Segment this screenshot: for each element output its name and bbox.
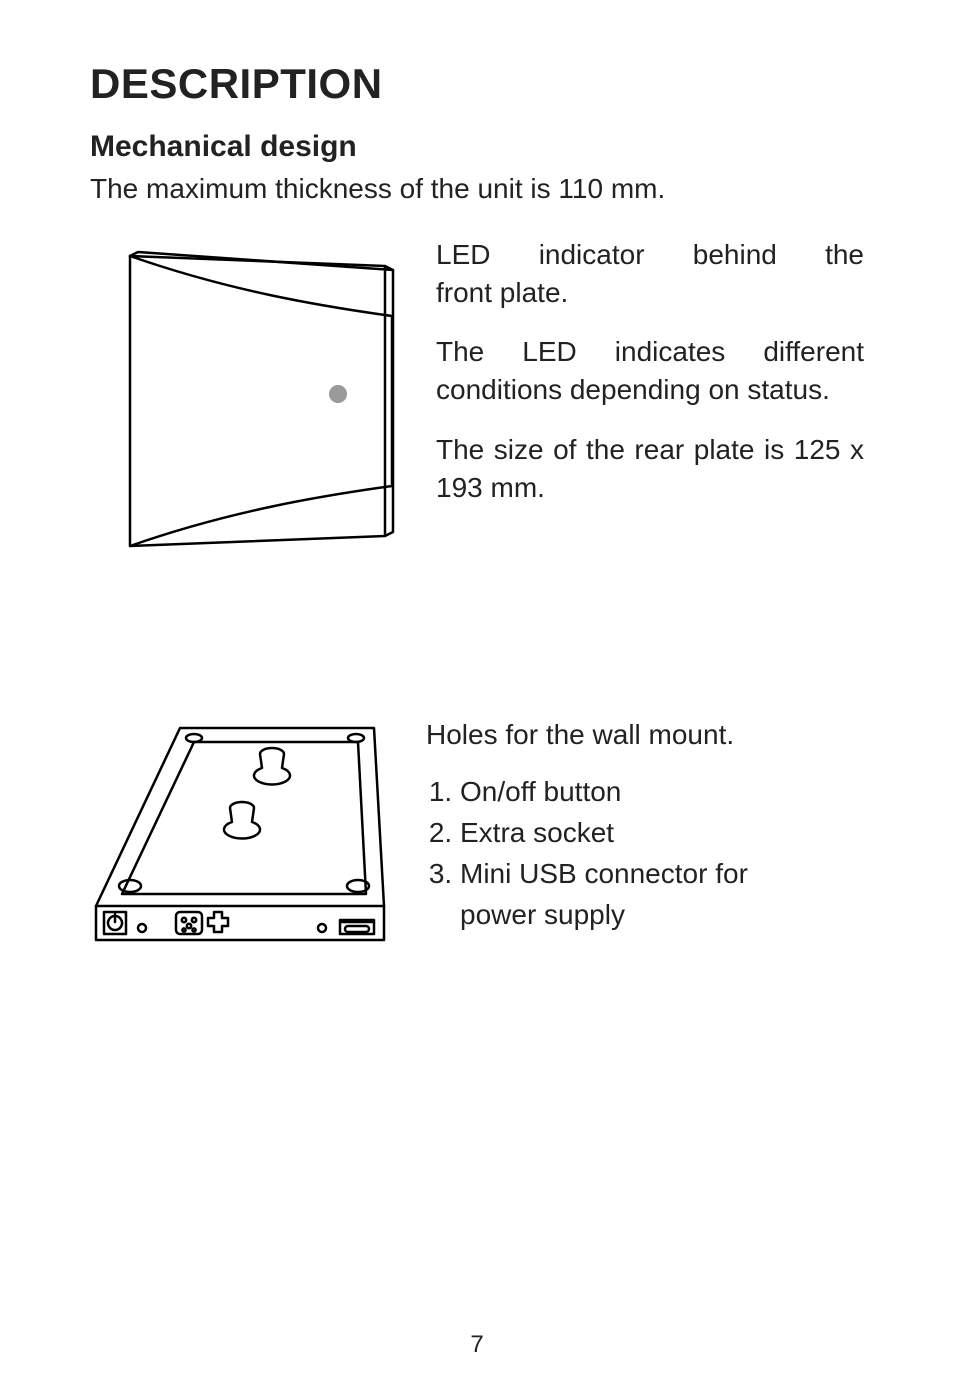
page-title: DESCRIPTION — [90, 60, 864, 108]
feature-list: On/off button Extra socket Mini USB conn… — [426, 772, 864, 894]
paragraph-led-status: The LED indicates different conditions d… — [436, 333, 864, 409]
bottom-row: Holes for the wall mount. On/off button … — [90, 716, 864, 946]
p1-line1: LED indicator behind the — [436, 236, 864, 274]
figure-rear-plate — [90, 716, 390, 946]
list-item: Mini USB connector for — [460, 854, 864, 893]
led-indicator-icon — [329, 385, 347, 403]
list-item: On/off button — [460, 772, 864, 811]
bottom-text-column: Holes for the wall mount. On/off button … — [426, 716, 864, 935]
p1-line2: front plate. — [436, 277, 568, 308]
top-text-column: LED indicator behind the front plate. Th… — [436, 236, 864, 529]
spacer — [90, 626, 864, 716]
document-page: DESCRIPTION Mechanical design The maximu… — [0, 0, 954, 1389]
intro-paragraph: The maximum thickness of the unit is 110… — [90, 170, 864, 208]
page-number: 7 — [0, 1331, 954, 1359]
figure-front-plate — [90, 236, 400, 566]
paragraph-led-indicator: LED indicator behind the front plate. — [436, 236, 864, 312]
rear-plate-drawing — [90, 716, 390, 946]
front-plate-drawing — [90, 236, 400, 566]
top-row: LED indicator behind the front plate. Th… — [90, 236, 864, 566]
section-heading: Mechanical design — [90, 130, 864, 164]
paragraph-rear-size: The size of the rear plate is 125 x 193 … — [436, 431, 864, 507]
list-item: Extra socket — [460, 813, 864, 852]
list-item-continuation: power supply — [460, 895, 864, 934]
paragraph-wall-mount: Holes for the wall mount. — [426, 716, 864, 754]
